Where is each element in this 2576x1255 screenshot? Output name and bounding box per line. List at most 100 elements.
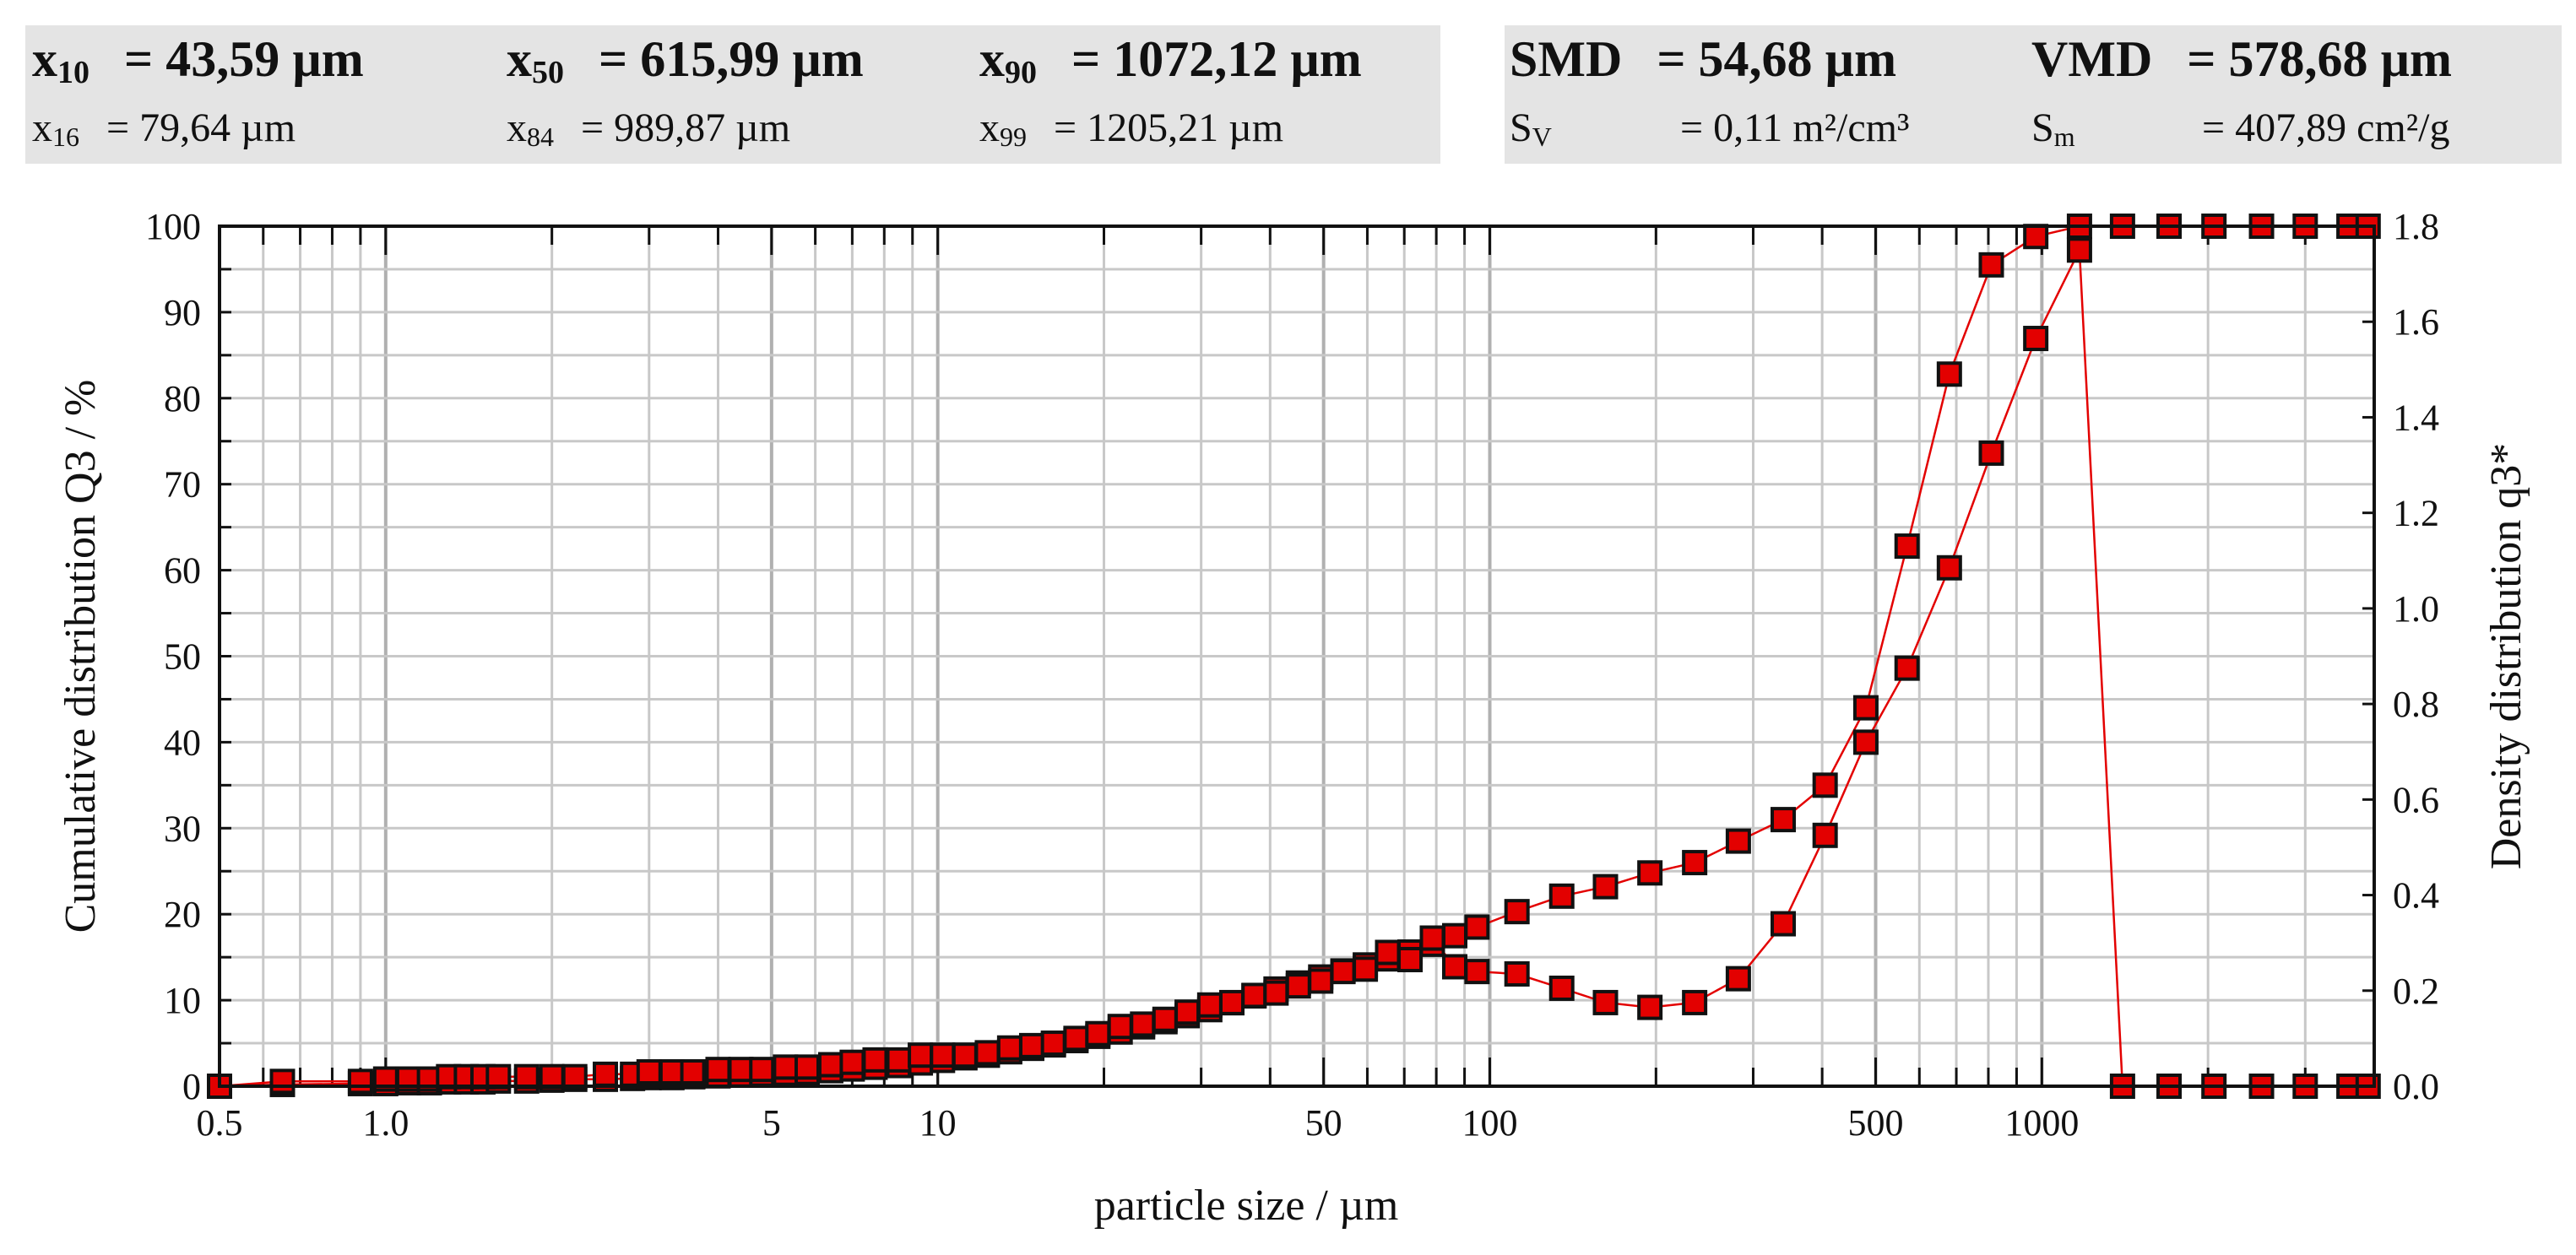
cumulative-point (1637, 860, 1663, 886)
statistics-panel-right (1505, 25, 2562, 164)
x-tick-label: 10 (919, 1102, 957, 1144)
cumulative-point (1504, 899, 1530, 925)
density-point (539, 1063, 565, 1090)
stat-smd-value: = 54,68 µm (1657, 31, 1897, 87)
density-point (1419, 925, 1445, 951)
cumulative-point (2023, 224, 2049, 250)
y2-axis-title: Density distribution q3* (2482, 443, 2530, 870)
cumulative-point (1548, 883, 1575, 909)
density-point (561, 1063, 588, 1090)
density-point (269, 1068, 296, 1095)
stat-x50: x50 = 615,99 µm (507, 30, 864, 91)
density-point (659, 1059, 685, 1085)
density-point (680, 1059, 706, 1085)
density-point (1894, 655, 1920, 681)
cumulative-point (1725, 828, 1751, 854)
density-point (930, 1042, 956, 1068)
stat-vmd-value: = 578,68 µm (2187, 31, 2453, 87)
y2-tick-label: 0.6 (2393, 779, 2439, 820)
stat-x99: x99 = 1205,21 µm (979, 105, 1283, 153)
stat-sm-value: = 407,89 cm²/g (2202, 105, 2450, 150)
y2-tick-label: 0.0 (2393, 1066, 2439, 1107)
x-tick-label: 5 (762, 1102, 781, 1144)
density-point (1285, 973, 1311, 999)
x-tick-label: 50 (1305, 1102, 1342, 1144)
cumulative-point (1936, 361, 1962, 387)
stat-x50-symbol: x50 (507, 31, 564, 90)
density-point (1852, 729, 1879, 755)
y-tick-label: 0 (182, 1066, 201, 1107)
density-point (1241, 982, 1267, 1009)
stat-vmd-symbol: VMD (2031, 31, 2153, 87)
density-point (347, 1068, 373, 1095)
density-point (862, 1047, 888, 1073)
x-tick-label: 1000 (2004, 1102, 2079, 1144)
stat-sv-symbol: SV (1510, 105, 1552, 152)
cumulative-point (1771, 807, 1797, 833)
stat-x90-value: = 1072,12 µm (1071, 31, 1362, 87)
stat-x84: x84 = 989,87 µm (507, 105, 790, 153)
stat-x90-symbol: x90 (979, 31, 1037, 90)
cumulative-point (1894, 533, 1920, 560)
x-tick-label: 100 (1462, 1102, 1518, 1144)
density-point (773, 1054, 799, 1080)
x-tick-label: 1.0 (362, 1102, 409, 1144)
density-point (1548, 975, 1575, 1001)
density-point (728, 1057, 754, 1083)
stat-x90: x90 = 1072,12 µm (979, 30, 1362, 91)
density-point (908, 1042, 934, 1068)
stat-x84-symbol: x84 (507, 105, 554, 152)
density-point (1936, 554, 1962, 581)
plot-frame (218, 224, 2376, 1088)
y-tick-label: 90 (164, 292, 201, 333)
y-tick-label: 30 (164, 808, 201, 849)
y2-tick-label: 0.2 (2393, 971, 2439, 1012)
density-point (636, 1059, 662, 1085)
density-point (1040, 1031, 1066, 1057)
y-tick-label: 100 (145, 206, 201, 247)
cumulative-point (1978, 252, 2004, 278)
y-axis-title: Cumulative distribution Q3 / % (57, 380, 105, 933)
density-point (1441, 954, 1467, 980)
stat-smd: SMD = 54,68 µm (1510, 30, 1896, 89)
stat-sv-value: = 0,11 m²/cm³ (1680, 105, 1910, 150)
x-tick-label: 0.5 (197, 1102, 243, 1144)
density-point (1353, 956, 1379, 982)
density-point (1682, 989, 1708, 1015)
y-tick-label: 40 (164, 722, 201, 763)
density-point (1375, 939, 1401, 966)
y2-tick-label: 0.8 (2393, 684, 2439, 725)
axis-labels: 0.5 1.0 5 10 50 100 500 1000 0 10 20 30 40 50 60 70 80 90… (57, 206, 2530, 1230)
stat-x99-symbol: x99 (979, 105, 1027, 152)
density-point (1107, 1014, 1133, 1040)
y-tick-label: 80 (164, 378, 201, 419)
density-point (1063, 1025, 1089, 1052)
density-point (1308, 968, 1334, 994)
density-point (1219, 989, 1245, 1015)
density-point (1085, 1020, 1111, 1047)
grid-lines (218, 224, 2376, 1088)
density-point (886, 1047, 912, 1073)
y-tick-label: 60 (164, 550, 201, 592)
density-point (1018, 1032, 1044, 1058)
cumulative-point (1812, 772, 1838, 798)
y-tick-label: 70 (164, 464, 201, 506)
y2-tick-label: 0.4 (2393, 875, 2439, 917)
density-point (1592, 989, 1619, 1015)
stat-x10-value: = 43,59 µm (124, 31, 364, 87)
cumulative-point (1441, 922, 1467, 949)
y2-tick-label: 1.6 (2393, 301, 2439, 343)
y-tick-label: 10 (164, 980, 201, 1021)
cumulative-point (1592, 874, 1619, 900)
stat-sm-symbol: Sm (2031, 105, 2075, 152)
y2-tick-label: 1.8 (2393, 206, 2439, 247)
stat-x16-value: = 79,64 µm (106, 105, 296, 150)
cumulative-point (1682, 850, 1708, 876)
density-point (705, 1057, 731, 1083)
y2-tick-label: 1.4 (2393, 397, 2439, 438)
stat-x10: x10 = 43,59 µm (32, 30, 364, 91)
density-point (974, 1040, 1001, 1066)
stat-sv: SV = 0,11 m²/cm³ (1510, 105, 1909, 153)
statistics-panel-left (25, 25, 1440, 164)
